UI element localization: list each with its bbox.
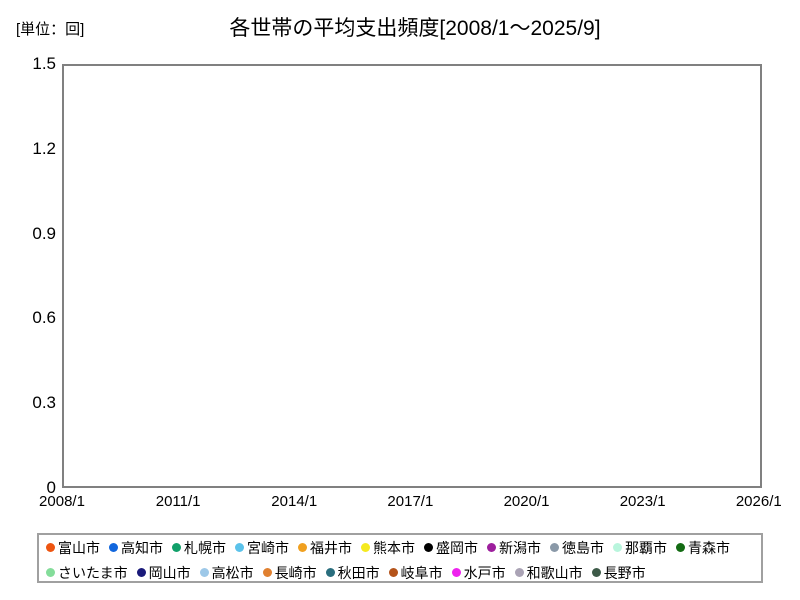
legend-item-label: 水戸市 — [463, 564, 506, 581]
legend-item-長野市[interactable]: 長野市 — [591, 564, 646, 581]
x-axis-tick-label: 2008/1 — [39, 493, 85, 510]
legend-item-徳島市[interactable]: 徳島市 — [550, 541, 604, 555]
y-axis-tick-label: 0.9 — [32, 223, 56, 243]
legend-marker-icon — [235, 543, 244, 552]
legend-marker-icon — [199, 568, 209, 577]
legend-item-青森市[interactable]: 青森市 — [676, 541, 730, 555]
legend-item-岐阜市[interactable]: 岐阜市 — [388, 564, 443, 581]
x-axis-tick-label: 2020/1 — [503, 493, 550, 510]
legend-marker-icon — [487, 543, 496, 552]
legend-item-label: 徳島市 — [562, 539, 604, 556]
legend-item-盛岡市[interactable]: 盛岡市 — [424, 541, 478, 555]
x-axis-tick-label: 2014/1 — [271, 493, 318, 510]
legend-item-label: 福井市 — [310, 539, 352, 556]
legend-item-label: さいたま市 — [58, 564, 128, 581]
legend-item-秋田市[interactable]: 秋田市 — [325, 564, 380, 581]
legend-item-label: 岐阜市 — [400, 564, 443, 581]
legend-item-岡山市[interactable]: 岡山市 — [136, 564, 191, 581]
legend-item-label: 和歌山市 — [526, 564, 583, 581]
y-axis-tick-label: 0 — [46, 478, 56, 497]
x-axis-tick-label: 2026/1 — [735, 493, 782, 510]
x-axis-ticks: 2008/1 2011/1 2014/1 2017/1 2020/1 2023/1 2026… — [0, 493, 800, 517]
legend-marker-icon — [172, 543, 181, 552]
legend-marker-icon — [550, 543, 559, 552]
legend-item-高知市[interactable]: 高知市 — [109, 541, 163, 555]
y-axis-ticks: 0 0.3 0.6 0.9 1.2 1.5 — [0, 0, 56, 600]
x-axis-tick-label: 2017/1 — [387, 493, 434, 510]
legend-item-福井市[interactable]: 福井市 — [298, 541, 352, 555]
y-axis-tick-label: 1.5 — [32, 54, 56, 73]
legend-item-熊本市[interactable]: 熊本市 — [361, 541, 415, 555]
legend-marker-icon — [361, 543, 370, 552]
legend-item-label: 高松市 — [211, 564, 254, 581]
plot-area — [62, 64, 762, 488]
legend-marker-icon — [424, 543, 433, 552]
x-axis-tick-label: 2011/1 — [155, 493, 201, 510]
chart-legend: 富山市 高知市 札幌市 宮崎市 福井市 熊本市 盛岡市 新潟市 徳島市 那覇市 青森市 さいたま市 岡… — [37, 533, 763, 583]
legend-item-label: 長野市 — [603, 564, 646, 581]
legend-marker-icon — [591, 568, 601, 577]
legend-item-label: 岡山市 — [148, 564, 191, 581]
legend-item-和歌山市[interactable]: 和歌山市 — [514, 564, 583, 581]
legend-item-新潟市[interactable]: 新潟市 — [487, 541, 541, 555]
legend-item-札幌市[interactable]: 札幌市 — [172, 541, 226, 555]
y-axis-tick-label: 0.6 — [32, 308, 56, 328]
legend-item-label: 長崎市 — [274, 564, 317, 581]
legend-item-label: 熊本市 — [373, 539, 415, 556]
legend-marker-icon — [325, 568, 335, 577]
legend-item-label: 新潟市 — [499, 539, 541, 556]
legend-marker-icon — [46, 568, 55, 577]
legend-marker-icon — [109, 543, 118, 552]
legend-marker-icon — [613, 543, 622, 552]
legend-item-label: 札幌市 — [184, 539, 226, 556]
legend-item-label: 宮崎市 — [247, 539, 289, 556]
legend-item-label: 盛岡市 — [436, 539, 478, 556]
chart-title: 各世帯の平均支出頻度[2008/1～2025/9] — [229, 17, 601, 40]
legend-item-label: 富山市 — [58, 539, 100, 556]
legend-marker-icon — [262, 568, 272, 577]
legend-row-2: さいたま市 岡山市 高松市 長崎市 秋田市 岐阜市 水戸市 和歌山市 長野市 — [39, 560, 761, 585]
legend-item-label: 高知市 — [121, 539, 163, 556]
legend-item-label: 青森市 — [688, 539, 730, 556]
legend-item-富山市[interactable]: 富山市 — [46, 541, 100, 555]
legend-marker-icon — [676, 543, 685, 552]
legend-marker-icon — [46, 543, 55, 552]
x-axis-tick-label: 2023/1 — [619, 493, 666, 510]
unit-label: [単位：回] — [16, 21, 85, 38]
y-axis-tick-label: 0.3 — [32, 393, 56, 413]
legend-item-水戸市[interactable]: 水戸市 — [451, 564, 506, 581]
legend-item-宮崎市[interactable]: 宮崎市 — [235, 541, 289, 555]
legend-item-高松市[interactable]: 高松市 — [199, 564, 254, 581]
legend-item-label: 那覇市 — [625, 539, 667, 556]
legend-item-長崎市[interactable]: 長崎市 — [262, 564, 317, 581]
legend-row-1: 富山市 高知市 札幌市 宮崎市 福井市 熊本市 盛岡市 新潟市 徳島市 那覇市 青森市 — [39, 535, 761, 560]
legend-marker-icon — [136, 568, 146, 577]
legend-item-那覇市[interactable]: 那覇市 — [613, 541, 667, 555]
legend-marker-icon — [514, 568, 524, 577]
y-axis-tick-label: 1.2 — [32, 138, 56, 158]
legend-marker-icon — [388, 568, 398, 577]
legend-item-label: 秋田市 — [337, 564, 380, 581]
legend-marker-icon — [298, 543, 307, 552]
legend-item-さいたま市[interactable]: さいたま市 — [46, 566, 128, 580]
legend-marker-icon — [451, 568, 461, 577]
plot-frame — [62, 64, 762, 488]
